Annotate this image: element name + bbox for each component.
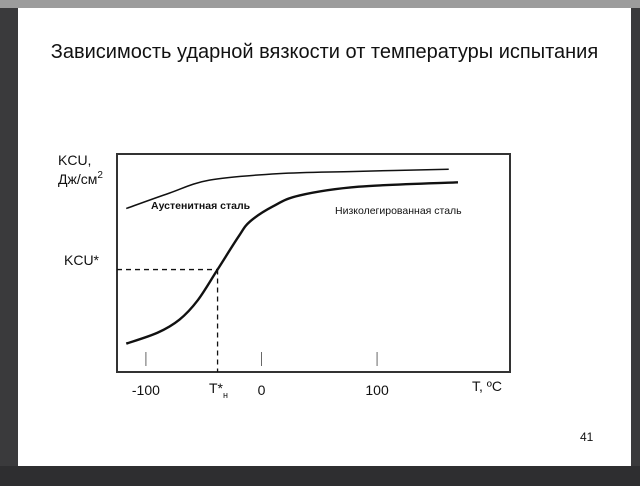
slide xyxy=(18,8,631,466)
x-tick-label: 100 xyxy=(365,382,389,398)
austenitic-steel-curve xyxy=(125,168,449,210)
kcu-star-label: KCU* xyxy=(64,252,100,268)
window-bottom-bar xyxy=(0,466,640,486)
y-axis-label-line1: KCU, xyxy=(58,152,91,168)
y-axis-label-sup: 2 xyxy=(97,170,103,181)
low-alloy-steel-curve xyxy=(125,181,459,345)
x-tick-label: 0 xyxy=(258,382,266,398)
page-number: 41 xyxy=(580,430,594,444)
x-axis-label: T, ºC xyxy=(472,378,502,394)
plot-frame xyxy=(116,153,511,373)
t-star-label: T*н xyxy=(209,380,228,400)
slide-title: Зависимость ударной вязкости от температ… xyxy=(50,41,599,63)
window-top-bar xyxy=(0,0,640,8)
series-label-austenitic: Аустенитная сталь xyxy=(151,200,251,212)
series-label-low-alloy: Низколегированная сталь xyxy=(335,205,462,217)
t-star-subscript: н xyxy=(223,390,228,400)
x-tick-label: -100 xyxy=(132,382,160,398)
y-axis-label-line2: Дж/см2 xyxy=(58,170,103,187)
